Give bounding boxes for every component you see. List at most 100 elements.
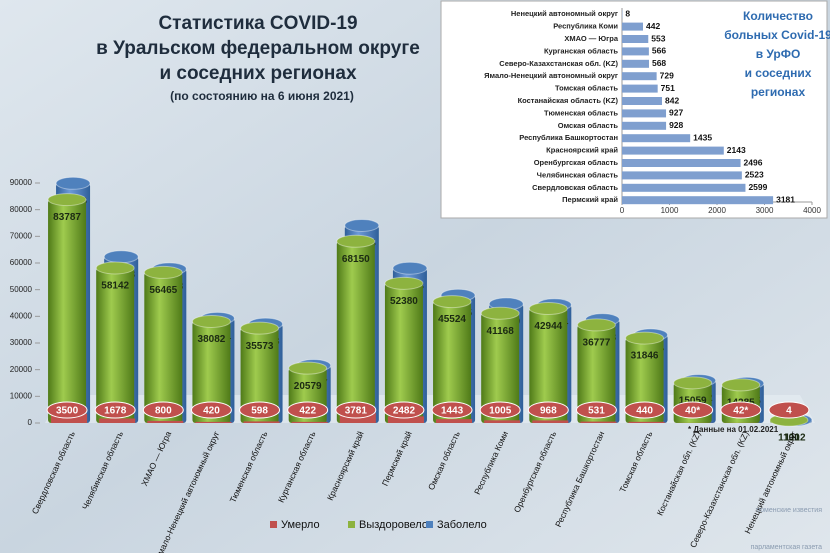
note: * Данные на 01.02.2021 (688, 425, 779, 434)
y-tick-label: Северо-Казахстанская обл. (KZ) (499, 59, 618, 68)
value-label: 729 (660, 70, 674, 80)
bar-cap (191, 314, 231, 328)
y-tick-label: Республика Коми (553, 22, 618, 31)
bar (384, 283, 423, 423)
bar (144, 272, 183, 423)
bar (532, 420, 569, 423)
value-label: 52380 (390, 296, 418, 307)
bar (436, 419, 473, 423)
value-label: 1112 (784, 433, 806, 444)
y-tick-label: Ненецкий автономный округ (511, 9, 618, 18)
x-tick-label: 3000 (756, 206, 774, 215)
y-tick-label: 0 (28, 418, 33, 427)
inset-title: Количество (743, 9, 813, 23)
value-label: 2523 (745, 170, 764, 180)
value-label: 41168 (487, 326, 515, 337)
bar-cap (673, 376, 713, 390)
value-label: 968 (540, 406, 557, 417)
bar (622, 35, 649, 43)
bar (622, 22, 643, 31)
death-badge (527, 401, 569, 419)
value-label: 45524 (438, 314, 466, 325)
value-label: 1100 (778, 433, 800, 444)
value-label: 3781 (345, 406, 368, 417)
bar (622, 183, 746, 192)
bar (622, 171, 742, 180)
chart-subtitle: (по состоянию на 6 июня 2021) (170, 89, 354, 103)
x-tick-label: 4000 (803, 206, 821, 215)
watermark: парламентская газета (751, 544, 822, 551)
y-tick-label: ХМАО — Югра (564, 34, 619, 43)
death-badge (239, 401, 281, 419)
death-badge (672, 401, 714, 419)
inset-title: регионах (751, 85, 806, 99)
value-label: 38082 (198, 334, 226, 345)
y-tick-label: Красноярский край (546, 146, 618, 155)
value-label: 553 (651, 33, 665, 43)
value-label: 35573 (246, 341, 274, 352)
bar-cap (480, 306, 520, 320)
bar-cap (336, 234, 376, 248)
bar (433, 301, 472, 423)
value-label: 842 (665, 95, 679, 105)
bar (628, 421, 665, 423)
death-badge (142, 401, 184, 419)
value-label: 36777 (583, 338, 611, 349)
value-label: 420 (203, 406, 220, 417)
y-tick-label: 80000 (10, 205, 33, 214)
bar (580, 421, 617, 423)
x-tick-label: 1000 (661, 206, 679, 215)
bar (192, 321, 231, 423)
legend-label: Заболело (437, 519, 487, 531)
bar (387, 416, 424, 423)
bar (96, 267, 135, 423)
y-tick-label: 40000 (10, 311, 33, 320)
bar (195, 421, 232, 423)
legend-swatch (270, 521, 277, 528)
bar (48, 199, 87, 423)
y-tick-label: 70000 (10, 231, 33, 240)
bar-cap (143, 265, 183, 279)
bar-cap (576, 318, 616, 332)
bar (622, 146, 724, 155)
bar-cap (288, 361, 328, 375)
value-label: 2599 (748, 182, 767, 192)
inset-chart: Количество больных Covid-19 в УрФО и соседн… (440, 0, 830, 219)
y-tick-label: Костанайская область (KZ) (518, 96, 619, 105)
death-badge (94, 401, 136, 419)
death-badge (190, 401, 232, 419)
legend-label: Выздоровело (359, 519, 428, 531)
floor (45, 395, 815, 423)
death-badge (335, 401, 377, 419)
value-label: 40* (685, 406, 700, 417)
bar (622, 196, 774, 205)
y-tick-label: 30000 (10, 338, 33, 347)
value-label: 1435 (693, 132, 712, 142)
y-tick-label: 50000 (10, 285, 33, 294)
bar (622, 59, 649, 68)
chart-title: Статистика COVID-19 (158, 13, 357, 34)
value-label: 422 (299, 406, 316, 417)
bar (625, 338, 664, 423)
legend-label: Умерло (281, 519, 320, 531)
bar (336, 241, 375, 423)
y-tick-label: 60000 (10, 258, 33, 267)
value-label: 15059 (679, 395, 707, 406)
death-badge (575, 401, 617, 419)
value-label: 3181 (776, 194, 795, 204)
value-label: 531 (588, 406, 605, 417)
death-badge (479, 401, 521, 419)
y-tick-label: Челябинская область (537, 170, 619, 179)
value-label: 566 (652, 46, 666, 56)
death-badge (431, 401, 473, 419)
value-label: 20579 (294, 381, 322, 392)
y-tick-label: 10000 (10, 391, 33, 400)
bar (481, 313, 520, 423)
bar-cap (344, 218, 380, 232)
bar-cap (95, 261, 135, 275)
y-tick-label: 90000 (10, 178, 33, 187)
bar (622, 72, 657, 81)
value-label: 442 (646, 21, 660, 31)
value-label: 42* (733, 406, 748, 417)
